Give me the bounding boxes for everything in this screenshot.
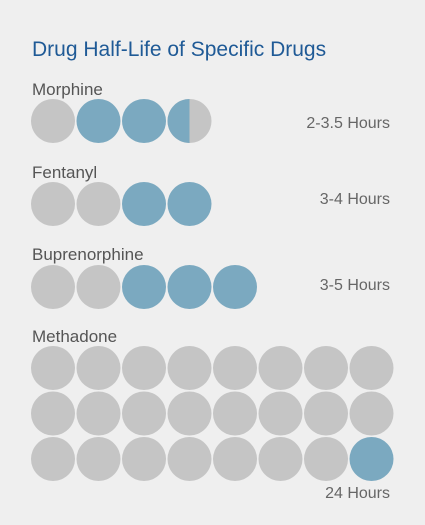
drug-label: Morphine (32, 80, 103, 99)
empty-circle (31, 182, 75, 226)
empty-circle (258, 346, 303, 390)
empty-circle (31, 437, 75, 481)
filled-circle (122, 265, 166, 309)
empty-circle (349, 391, 394, 436)
empty-circle (304, 346, 348, 390)
drug-label: Methadone (32, 327, 117, 346)
empty-circle (304, 437, 348, 481)
empty-circle (167, 346, 212, 390)
filled-circle (76, 99, 121, 143)
half-life-value: 3-4 Hours (320, 191, 390, 208)
half-filled-circle (167, 99, 212, 143)
half-life-value: 3-5 Hours (320, 277, 390, 294)
empty-circle (76, 437, 121, 481)
empty-circle (304, 391, 348, 436)
drug-label: Fentanyl (32, 163, 97, 182)
empty-circle (31, 346, 75, 390)
row-buprenorphine: Buprenorphine 3-5 Hours (31, 245, 390, 309)
half-life-value: 2-3.5 Hours (306, 115, 390, 132)
empty-circle (122, 346, 166, 390)
filled-circle (349, 437, 394, 481)
empty-circle (31, 391, 75, 436)
empty-circle (258, 437, 303, 481)
empty-circle (76, 391, 121, 436)
filled-circle (167, 182, 212, 226)
empty-circle (122, 391, 166, 436)
chart-title: Drug Half-Life of Specific Drugs (32, 38, 326, 61)
filled-circle (167, 265, 212, 309)
filled-circle (213, 265, 257, 309)
filled-circle (122, 182, 166, 226)
empty-circle (167, 437, 212, 481)
empty-circle (213, 437, 257, 481)
drug-label: Buprenorphine (32, 245, 144, 264)
row-fentanyl: Fentanyl 3-4 Hours (31, 163, 390, 226)
empty-circle (76, 182, 121, 226)
row-morphine: Morphine 2-3.5 Hours (31, 80, 390, 143)
empty-circle (213, 391, 257, 436)
row-methadone: Methadone 24 Hours (31, 327, 394, 502)
empty-circle (76, 265, 121, 309)
empty-circle (31, 99, 75, 143)
empty-circle (167, 391, 212, 436)
empty-circle (122, 437, 166, 481)
half-life-value: 24 Hours (325, 485, 390, 502)
empty-circle (76, 346, 121, 390)
empty-circle (258, 391, 303, 436)
empty-circle (31, 265, 75, 309)
empty-circle (213, 346, 257, 390)
chart-rows: Morphine 2-3.5 Hours Fentanyl 3-4 Hours Bupr… (31, 80, 394, 502)
empty-circle (349, 346, 394, 390)
filled-circle (122, 99, 166, 143)
